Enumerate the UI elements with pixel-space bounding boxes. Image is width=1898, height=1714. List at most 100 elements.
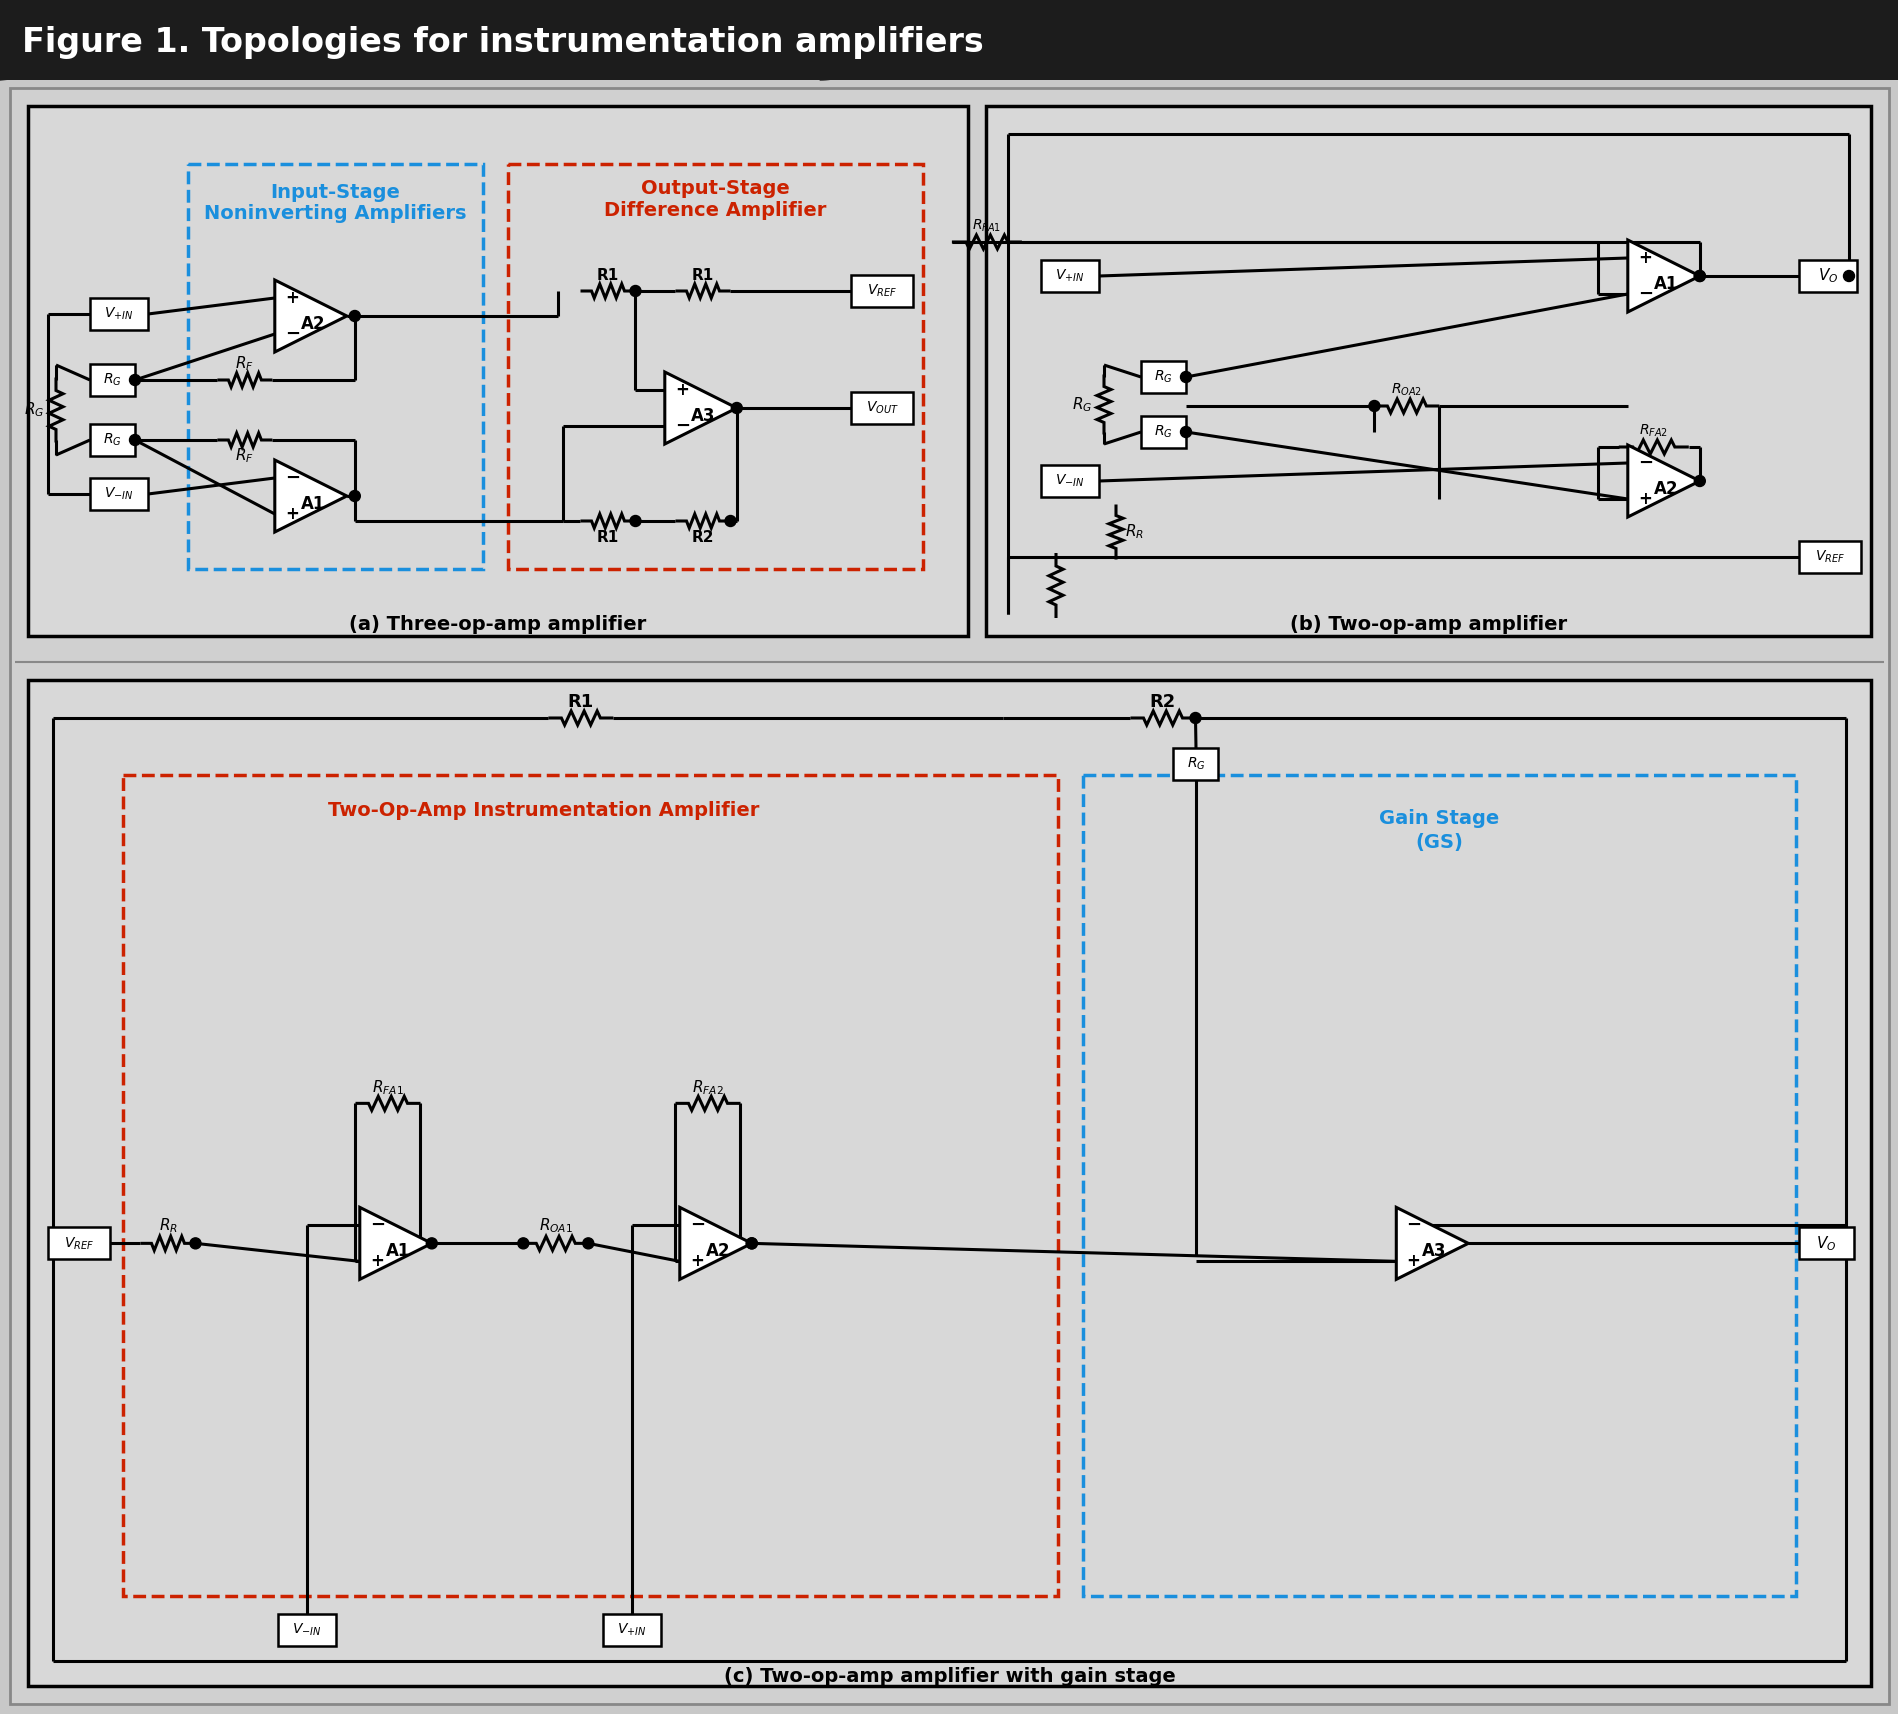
Bar xyxy=(850,393,913,423)
Text: $R_G$: $R_G$ xyxy=(102,372,121,387)
Text: (GS): (GS) xyxy=(1414,833,1463,852)
Polygon shape xyxy=(679,1207,752,1279)
Text: $R_G$: $R_G$ xyxy=(1154,423,1173,440)
Text: $V_{+IN}$: $V_{+IN}$ xyxy=(1055,267,1084,285)
Text: $V_{-IN}$: $V_{-IN}$ xyxy=(292,1621,321,1639)
Circle shape xyxy=(1843,271,1854,281)
Text: $V_O$: $V_O$ xyxy=(1814,1234,1835,1253)
Text: Input-Stage: Input-Stage xyxy=(270,182,400,202)
Text: $V_{OUT}$: $V_{OUT}$ xyxy=(865,399,898,417)
Circle shape xyxy=(1368,401,1380,411)
Text: +: + xyxy=(689,1253,704,1270)
Text: $V_{+IN}$: $V_{+IN}$ xyxy=(617,1621,647,1639)
Bar xyxy=(47,1227,110,1260)
Text: −: − xyxy=(1636,285,1651,303)
Bar xyxy=(1797,1227,1852,1260)
Circle shape xyxy=(725,516,736,526)
Text: −: − xyxy=(1406,1217,1422,1234)
Circle shape xyxy=(1181,427,1190,437)
Circle shape xyxy=(1693,271,1704,281)
Circle shape xyxy=(349,310,361,322)
Bar xyxy=(1040,464,1099,497)
Circle shape xyxy=(518,1238,528,1250)
Bar xyxy=(850,274,913,307)
Polygon shape xyxy=(1395,1207,1467,1279)
Text: (a) Three-op-amp amplifier: (a) Three-op-amp amplifier xyxy=(349,615,647,634)
Text: R2: R2 xyxy=(1150,692,1175,711)
Text: $R_F$: $R_F$ xyxy=(235,447,254,464)
Text: $R_G$: $R_G$ xyxy=(1186,756,1205,773)
Circle shape xyxy=(1693,271,1704,281)
Text: A3: A3 xyxy=(1422,1243,1446,1260)
Bar xyxy=(89,478,148,511)
Bar xyxy=(1040,261,1099,291)
Circle shape xyxy=(1693,475,1704,487)
Text: $R_{OA1}$: $R_{OA1}$ xyxy=(539,1215,573,1234)
Text: $R_R$: $R_R$ xyxy=(158,1215,177,1234)
Circle shape xyxy=(129,435,140,446)
Bar xyxy=(1797,542,1860,572)
Text: +: + xyxy=(674,381,689,399)
Bar xyxy=(604,1615,661,1645)
Bar xyxy=(28,106,968,636)
Text: (b) Two-op-amp amplifier: (b) Two-op-amp amplifier xyxy=(1289,615,1566,634)
Text: Difference Amplifier: Difference Amplifier xyxy=(604,201,826,219)
Bar xyxy=(28,680,1870,1687)
Bar xyxy=(89,363,135,396)
Circle shape xyxy=(190,1238,201,1250)
Bar xyxy=(89,298,148,331)
Text: −: − xyxy=(689,1217,704,1234)
Text: A2: A2 xyxy=(300,315,325,333)
Text: −: − xyxy=(674,417,689,435)
Text: $R_F$: $R_F$ xyxy=(235,355,254,374)
Text: +: + xyxy=(1406,1253,1420,1270)
Text: $R_{FA1}$: $R_{FA1}$ xyxy=(972,218,1000,235)
Text: +: + xyxy=(285,290,298,307)
Bar xyxy=(89,423,135,456)
Text: $R_{OA2}$: $R_{OA2}$ xyxy=(1391,382,1422,398)
Text: −: − xyxy=(285,326,300,343)
Text: Gain Stage: Gain Stage xyxy=(1378,809,1499,828)
Circle shape xyxy=(583,1238,594,1250)
Circle shape xyxy=(349,490,361,502)
Bar xyxy=(277,1615,336,1645)
Text: R1: R1 xyxy=(691,267,714,283)
Text: A1: A1 xyxy=(300,495,325,512)
Text: R1: R1 xyxy=(568,692,594,711)
Text: Two-Op-Amp Instrumentation Amplifier: Two-Op-Amp Instrumentation Amplifier xyxy=(328,800,759,819)
Circle shape xyxy=(1181,372,1190,382)
Polygon shape xyxy=(1627,446,1699,518)
Text: $R_{FA2}$: $R_{FA2}$ xyxy=(1638,423,1668,439)
Bar xyxy=(123,775,1057,1596)
Text: Figure 1. Topologies for instrumentation amplifiers: Figure 1. Topologies for instrumentation… xyxy=(23,26,983,58)
Text: $R_{FA1}$: $R_{FA1}$ xyxy=(372,1078,404,1097)
Circle shape xyxy=(731,403,742,413)
Circle shape xyxy=(746,1238,757,1250)
Polygon shape xyxy=(359,1207,431,1279)
Text: $R_G$: $R_G$ xyxy=(1154,369,1173,386)
Text: A3: A3 xyxy=(691,406,716,425)
Text: R1: R1 xyxy=(596,267,619,283)
Bar xyxy=(985,106,1870,636)
Text: Output-Stage: Output-Stage xyxy=(642,178,790,197)
Text: −: − xyxy=(285,470,300,487)
Bar xyxy=(0,0,1898,81)
Polygon shape xyxy=(275,279,347,351)
Polygon shape xyxy=(664,372,736,444)
Text: A2: A2 xyxy=(1653,480,1678,499)
Text: $V_O$: $V_O$ xyxy=(1816,267,1837,285)
Text: $V_{-IN}$: $V_{-IN}$ xyxy=(104,485,133,502)
Bar xyxy=(1082,775,1796,1596)
Polygon shape xyxy=(1627,240,1699,312)
Text: $R_R$: $R_R$ xyxy=(1124,523,1143,542)
Text: +: + xyxy=(1636,249,1651,267)
Text: −: − xyxy=(370,1217,385,1234)
Bar xyxy=(1173,747,1219,780)
Circle shape xyxy=(129,374,140,386)
Text: $V_{-IN}$: $V_{-IN}$ xyxy=(1055,473,1084,488)
Polygon shape xyxy=(275,459,347,531)
Text: A1: A1 xyxy=(1653,274,1678,293)
Text: $V_{REF}$: $V_{REF}$ xyxy=(1814,548,1845,566)
Bar xyxy=(188,165,482,569)
Text: $V_{REF}$: $V_{REF}$ xyxy=(867,283,896,300)
